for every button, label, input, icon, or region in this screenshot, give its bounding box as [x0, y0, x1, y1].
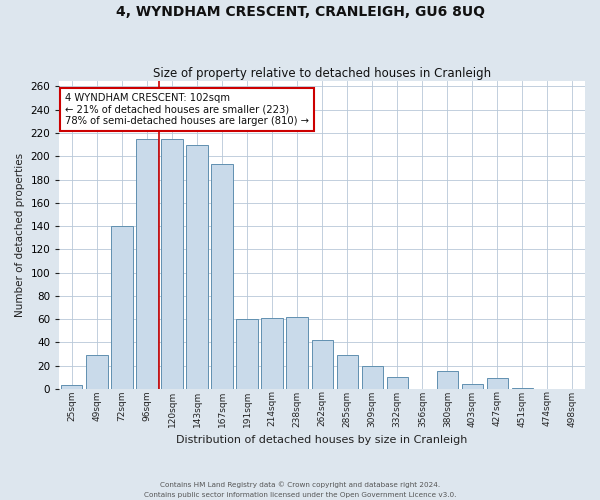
Bar: [437, 372, 458, 389]
Bar: [286, 317, 308, 389]
Title: Size of property relative to detached houses in Cranleigh: Size of property relative to detached ho…: [153, 66, 491, 80]
Bar: [512, 388, 533, 389]
Text: Contains HM Land Registry data © Crown copyright and database right 2024.
Contai: Contains HM Land Registry data © Crown c…: [144, 482, 456, 498]
Bar: [161, 139, 182, 389]
Y-axis label: Number of detached properties: Number of detached properties: [15, 152, 25, 317]
Bar: [311, 340, 333, 389]
Bar: [111, 226, 133, 389]
Bar: [187, 144, 208, 389]
Bar: [86, 355, 107, 389]
X-axis label: Distribution of detached houses by size in Cranleigh: Distribution of detached houses by size …: [176, 435, 468, 445]
Bar: [136, 139, 158, 389]
Bar: [211, 164, 233, 389]
Text: 4 WYNDHAM CRESCENT: 102sqm
← 21% of detached houses are smaller (223)
78% of sem: 4 WYNDHAM CRESCENT: 102sqm ← 21% of deta…: [65, 93, 308, 126]
Bar: [462, 384, 483, 389]
Bar: [236, 319, 258, 389]
Bar: [386, 378, 408, 389]
Bar: [362, 366, 383, 389]
Bar: [61, 386, 82, 389]
Bar: [487, 378, 508, 389]
Bar: [337, 355, 358, 389]
Bar: [262, 318, 283, 389]
Text: 4, WYNDHAM CRESCENT, CRANLEIGH, GU6 8UQ: 4, WYNDHAM CRESCENT, CRANLEIGH, GU6 8UQ: [115, 5, 485, 19]
